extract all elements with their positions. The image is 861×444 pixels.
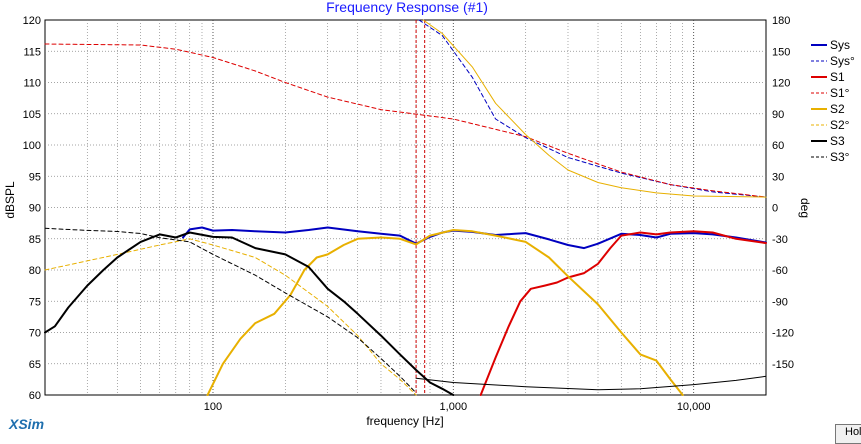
curve-s2- <box>44 238 417 396</box>
y2-tick-label: 60 <box>772 140 784 152</box>
curve-s3- <box>44 227 417 394</box>
y2-tick-label: 120 <box>772 78 790 90</box>
x-tick-label: 10,000 <box>677 401 711 413</box>
y-tick-label: 65 <box>29 359 41 371</box>
y-tick-label: 70 <box>29 328 41 340</box>
y2-tick-label: 0 <box>772 203 778 215</box>
chart-title: Frequency Response (#1) <box>326 0 488 15</box>
grid-lines <box>45 20 766 395</box>
y2-tick-label: -120 <box>772 328 794 340</box>
x-axis-label: frequency [Hz] <box>366 414 443 428</box>
curve-s1 <box>479 230 767 396</box>
right-axis-ticks: -150 -120 -90 -60 -30 0 30 60 90 120 150 180 <box>772 15 794 371</box>
y2-tick-label: 150 <box>772 46 790 58</box>
x-tick-label: 100 <box>204 401 222 413</box>
y-tick-label: 90 <box>29 203 41 215</box>
y-tick-label: 105 <box>23 109 41 121</box>
y2-tick-label: 180 <box>772 15 790 27</box>
legend-label: S3 <box>830 134 845 148</box>
y2-tick-label: -150 <box>772 359 794 371</box>
legend-label: S1° <box>830 86 850 100</box>
y-tick-label: 85 <box>29 234 41 246</box>
y-tick-label: 115 <box>23 46 41 58</box>
left-axis-ticks: 60 65 70 75 80 85 90 95 100 105 110 115 120 <box>23 15 41 402</box>
legend-label: S1 <box>830 70 845 84</box>
curve-s3 <box>44 231 455 396</box>
y-axis-label: dBSPL <box>3 181 17 219</box>
curves <box>44 19 767 396</box>
curve-s3-phase-hf- <box>415 375 767 391</box>
legend-label: Sys <box>830 38 850 52</box>
y-tick-label: 110 <box>23 78 41 90</box>
y-tick-label: 120 <box>23 15 41 27</box>
curve-sys- <box>418 19 767 198</box>
legend: Sys Sys° S1 S1° S2 S2° S3 S3° <box>811 38 855 164</box>
y-tick-label: 95 <box>29 171 41 183</box>
legend-label: Sys° <box>830 54 855 68</box>
x-tick-label: 1,000 <box>440 401 468 413</box>
y2-tick-label: -60 <box>772 265 788 277</box>
y-tick-label: 100 <box>23 140 41 152</box>
curve-s1- <box>44 43 767 198</box>
y-tick-label: 60 <box>29 390 41 402</box>
y2-axis-label: deg <box>798 198 812 218</box>
y2-tick-label: -30 <box>772 234 788 246</box>
crossover-markers <box>415 20 426 395</box>
x-axis-ticks: 100 1,000 10,000 <box>204 401 711 413</box>
y-tick-label: 80 <box>29 265 41 277</box>
y2-tick-label: 90 <box>772 109 784 121</box>
xsim-logo: XSim <box>9 416 45 432</box>
legend-label: S2° <box>830 118 850 132</box>
hold-button[interactable]: Hold <box>835 424 861 444</box>
curve-s2-phase-hf- <box>422 19 767 198</box>
y-tick-label: 75 <box>29 296 41 308</box>
legend-label: S2 <box>830 102 845 116</box>
y2-tick-label: 30 <box>772 171 784 183</box>
legend-label: S3° <box>830 150 850 164</box>
y2-tick-label: -90 <box>772 296 788 308</box>
curve-s2 <box>206 229 684 396</box>
